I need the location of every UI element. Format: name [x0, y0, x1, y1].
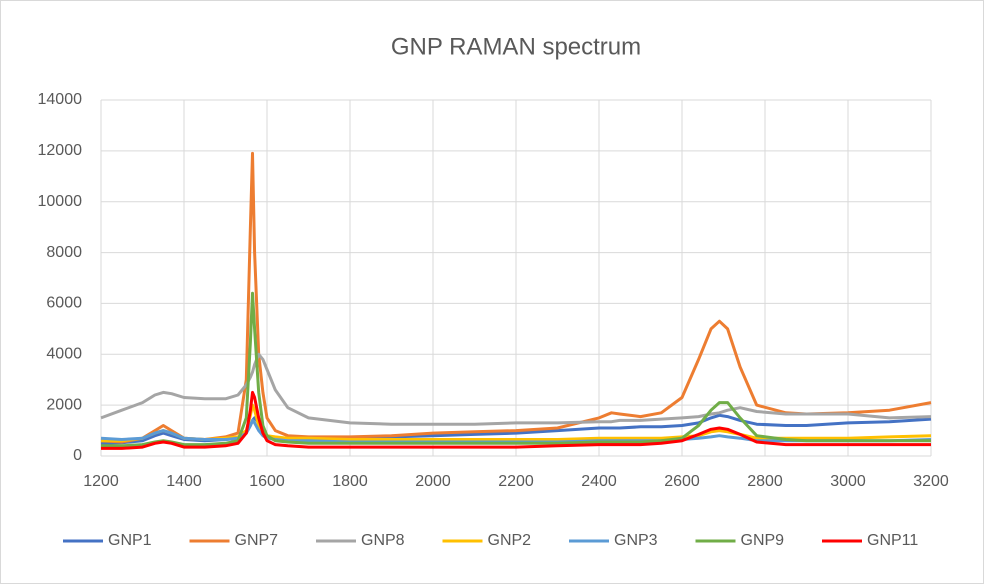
x-tick-label: 2400 [581, 473, 617, 490]
legend-label: GNP3 [614, 532, 658, 549]
x-tick-label: 2600 [664, 473, 700, 490]
y-tick-label: 6000 [46, 295, 82, 312]
y-tick-label: 8000 [46, 244, 82, 261]
x-tick-label: 3000 [830, 473, 866, 490]
series-line [101, 390, 931, 450]
series-line [100, 352, 932, 426]
legend-label: GNP7 [235, 532, 279, 549]
legend-label: GNP9 [741, 532, 785, 549]
x-tick-label: 2200 [498, 473, 534, 490]
legend-label: GNP1 [108, 532, 152, 549]
y-tick-label: 12000 [38, 142, 83, 159]
x-tick-label: 2000 [415, 473, 451, 490]
legend-label: GNP11 [867, 532, 918, 549]
x-tick-label: 2800 [747, 473, 783, 490]
legend-label: GNP2 [488, 532, 532, 549]
x-tick-label: 1600 [249, 473, 285, 490]
y-tick-label: 0 [73, 447, 82, 464]
y-tick-label: 10000 [38, 193, 83, 210]
y-tick-label: 2000 [46, 396, 82, 413]
y-tick-label: 14000 [38, 91, 83, 108]
y-tick-label: 4000 [46, 346, 82, 363]
x-tick-label: 1200 [83, 473, 119, 490]
x-tick-label: 1400 [166, 473, 202, 490]
chart-title: GNP RAMAN spectrum [391, 33, 641, 60]
series-line [101, 291, 931, 448]
legend-label: GNP8 [361, 532, 405, 549]
x-tick-label: 1800 [332, 473, 368, 490]
x-tick-label: 3200 [913, 473, 949, 490]
